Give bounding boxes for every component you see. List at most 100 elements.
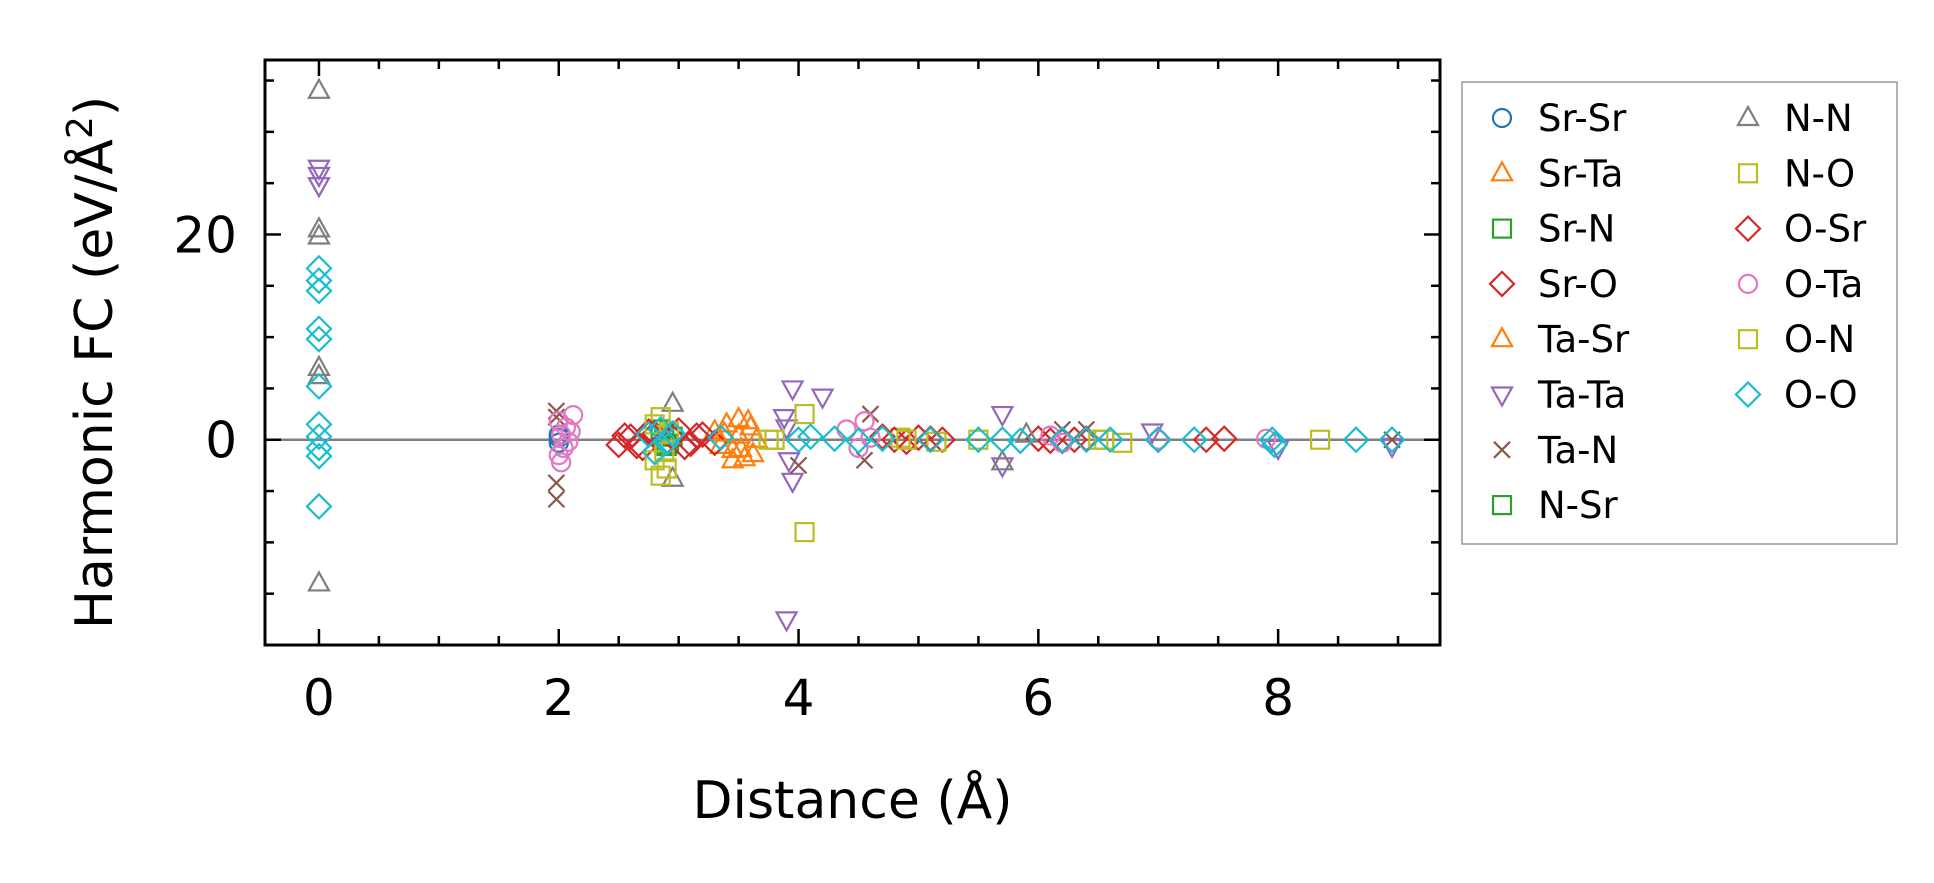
series-o-sr: [611, 417, 1220, 461]
data-point: [307, 166, 331, 189]
data-point: [305, 315, 333, 343]
data-point: [307, 77, 331, 99]
data-point: [855, 451, 874, 470]
data-point: [553, 437, 574, 459]
data-point: [964, 426, 992, 454]
data-point: [784, 426, 813, 454]
data-point: [1148, 429, 1169, 450]
data-point: [1024, 425, 1052, 453]
legend-marker: [1488, 270, 1516, 298]
data-point: [1378, 426, 1406, 454]
legend-marker: [1493, 441, 1511, 459]
data-point: [988, 426, 1016, 454]
data-point: [305, 434, 333, 462]
legend-marker: [1490, 386, 1514, 408]
data-point: [844, 427, 873, 455]
legend-item: Ta-Ta: [1490, 374, 1626, 417]
data-point: [990, 449, 1015, 471]
plot-frame: [263, 58, 1442, 647]
data-point: [1096, 426, 1124, 454]
data-point: [654, 441, 675, 463]
data-point: [307, 570, 331, 592]
data-point: [605, 431, 633, 459]
data-point: [307, 159, 331, 182]
data-point: [635, 417, 663, 446]
legend-marker: [1491, 107, 1513, 129]
data-point: [307, 362, 331, 385]
data-point: [780, 380, 805, 402]
legend-label: N-N: [1784, 97, 1853, 140]
legend-label: N-Sr: [1538, 484, 1619, 527]
data-point: [650, 465, 671, 486]
x-tick-label: 0: [303, 669, 335, 727]
data-point: [1072, 426, 1100, 454]
legend-item: Sr-N: [1491, 208, 1615, 251]
legend-item: O-Ta: [1737, 263, 1863, 306]
y-axis-title-main: Harmonic FC (eV/Å: [63, 139, 125, 630]
legend-item: O-O: [1734, 374, 1858, 417]
data-point: [305, 372, 333, 400]
data-point: [720, 446, 745, 469]
data-point: [1260, 431, 1289, 459]
data-point: [1006, 427, 1034, 455]
y-tick-label: 0: [205, 412, 237, 470]
data-point: [896, 429, 917, 450]
data-point: [789, 456, 808, 475]
y-axis-title-superscript: 2: [60, 116, 101, 139]
data-point: [1144, 426, 1172, 454]
data-point: [990, 405, 1015, 428]
legend-marker: [1734, 215, 1762, 243]
data-point: [1192, 426, 1220, 454]
legend-label: O-Ta: [1784, 263, 1863, 306]
data-point: [868, 425, 897, 453]
data-point: [794, 522, 815, 543]
series-n-n: [307, 77, 1039, 592]
data-point: [780, 472, 805, 495]
data-point: [880, 426, 909, 454]
data-point: [547, 474, 566, 492]
data-point: [1112, 432, 1133, 453]
data-point: [741, 440, 765, 463]
legend-item: O-Sr: [1734, 208, 1867, 251]
legend-marker: [1734, 380, 1762, 409]
legend-label: Ta-Sr: [1537, 318, 1630, 361]
data-point: [560, 421, 581, 442]
x-axis-title: Distance (Å): [692, 769, 1012, 831]
legend: Sr-Sr Sr-Ta Sr-N Sr-O Ta-Sr Ta-Ta Ta-N N-Sr N-N N…: [1461, 81, 1898, 545]
data-point: [653, 429, 681, 457]
data-point: [1040, 425, 1061, 446]
data-point: [1342, 426, 1370, 454]
data-point: [1258, 426, 1286, 454]
data-point: [1180, 426, 1208, 454]
data-point: [794, 403, 815, 425]
tick-labels: 0 2 4 6 8 0 20: [173, 206, 1294, 727]
data-point: [736, 407, 761, 430]
legend-label: O-Sr: [1784, 208, 1867, 251]
legend-item: Sr-Sr: [1491, 97, 1627, 140]
data-point: [848, 437, 869, 459]
legend-label: O-O: [1784, 374, 1858, 417]
legend-label: Sr-Sr: [1538, 97, 1627, 140]
legend-item: N-Sr: [1491, 484, 1619, 527]
series-ta-ta: [307, 159, 1404, 633]
data-point: [712, 420, 737, 442]
data-point: [1088, 429, 1109, 450]
legend-marker: [1490, 160, 1514, 182]
legend-marker: [1737, 163, 1759, 184]
series-ta-sr: [712, 407, 765, 463]
data-point: [305, 442, 333, 470]
legend-marker: [1490, 325, 1514, 348]
legend-item: Ta-Sr: [1490, 318, 1630, 361]
legend-marker: [1491, 218, 1513, 239]
data-point: [548, 411, 569, 432]
data-point: [305, 492, 333, 521]
series-o-n: [644, 414, 1109, 471]
data-point: [916, 426, 944, 454]
data-point: [307, 177, 331, 199]
legend-item: Ta-N: [1493, 429, 1618, 472]
data-point: [796, 423, 825, 451]
data-point: [551, 452, 572, 473]
data-point: [968, 429, 989, 450]
data-point: [305, 423, 333, 451]
